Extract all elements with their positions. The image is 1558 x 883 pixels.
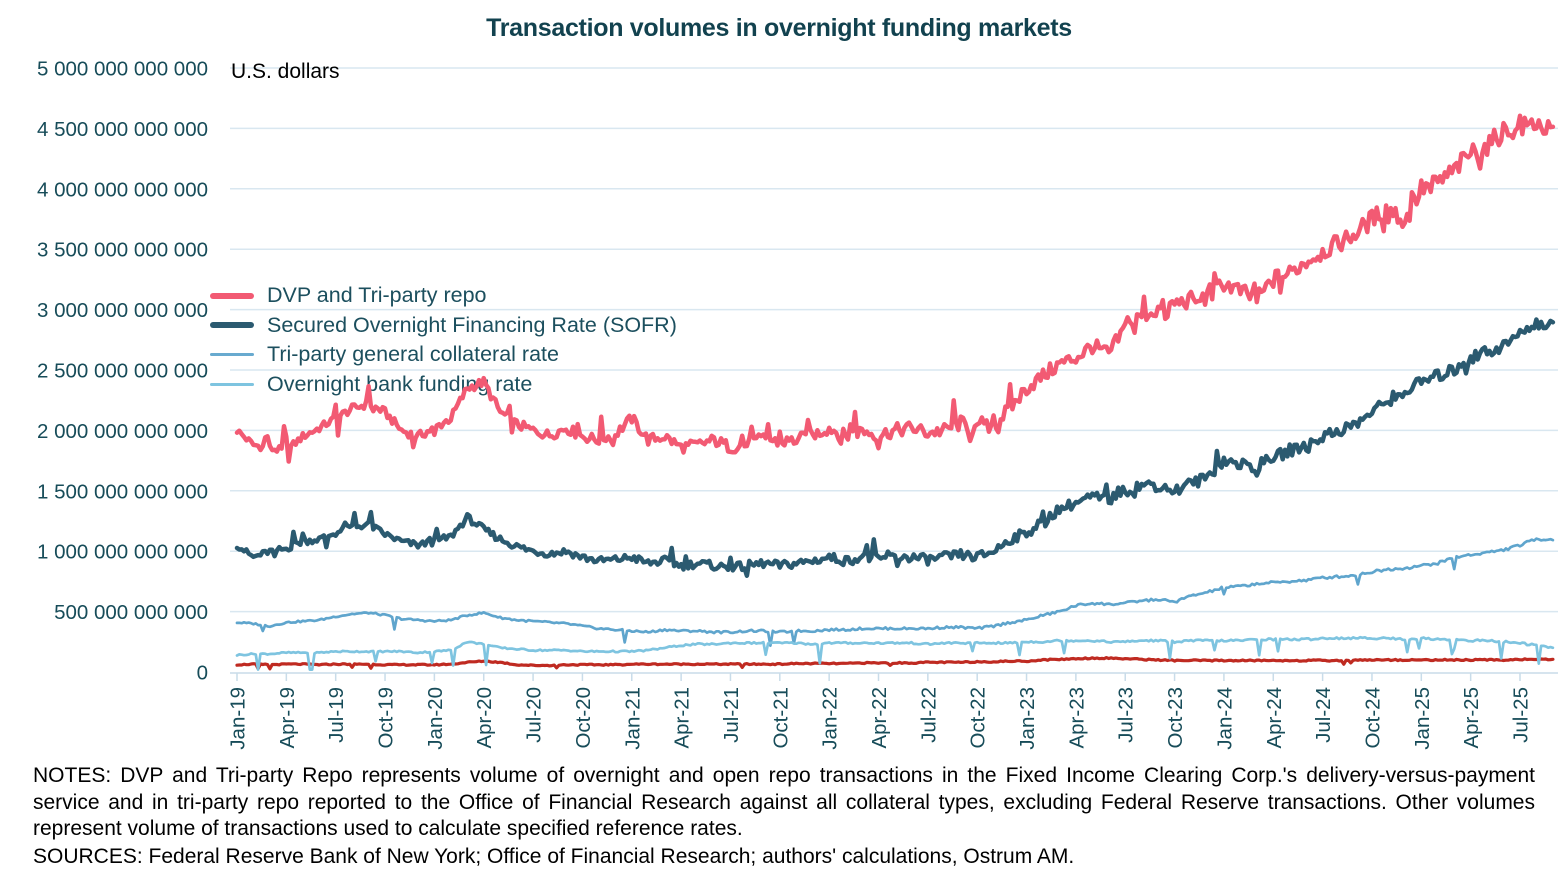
legend-item: DVP and Tri-party repo <box>210 281 677 311</box>
x-tick-label: Jul-20 <box>523 687 546 743</box>
x-tick-label: Oct-22 <box>967 687 990 749</box>
legend-swatch <box>210 292 254 299</box>
legend-label: Tri-party general collateral rate <box>267 342 559 367</box>
x-tick-label: Oct-24 <box>1361 687 1384 749</box>
x-tick-label: Apr-19 <box>276 687 299 749</box>
y-tick-label: 1 500 000 000 000 <box>37 480 208 503</box>
legend-item: Tri-party general collateral rate <box>210 340 677 370</box>
x-tick-label: Apr-20 <box>473 687 496 749</box>
x-tick-label: Jul-24 <box>1312 687 1335 743</box>
x-tick-label: Jul-22 <box>917 687 940 743</box>
x-tick-label: Jul-19 <box>325 687 348 743</box>
x-tick-label: Jan-24 <box>1213 687 1236 750</box>
y-tick-label: 3 000 000 000 000 <box>37 299 208 322</box>
y-tick-label: 3 500 000 000 000 <box>37 239 208 262</box>
x-tick-label: Apr-22 <box>868 687 891 749</box>
x-tick-label: Jul-21 <box>720 687 743 743</box>
x-tick-label: Jan-23 <box>1016 687 1039 750</box>
y-tick-label: 2 500 000 000 000 <box>37 360 208 383</box>
y-tick-label: 2 000 000 000 000 <box>37 420 208 443</box>
y-tick-label: 500 000 000 000 <box>54 601 208 624</box>
sources-text: SOURCES: Federal Reserve Bank of New Yor… <box>33 845 1075 868</box>
x-tick-label: Oct-19 <box>375 687 398 749</box>
y-axis-unit-label: U.S. dollars <box>231 60 340 83</box>
x-tick-label: Apr-23 <box>1065 687 1088 749</box>
legend-swatch <box>210 353 254 357</box>
y-tick-label: 0 <box>197 662 208 685</box>
x-tick-label: Jan-19 <box>227 687 250 750</box>
y-tick-label: 1 000 000 000 000 <box>37 541 208 564</box>
x-tick-label: Jul-25 <box>1509 687 1532 743</box>
y-tick-label: 4 500 000 000 000 <box>37 118 208 141</box>
notes-text: NOTES: DVP and Tri-party Repo represents… <box>33 764 1535 840</box>
series-line-4 <box>235 656 1555 671</box>
x-tick-label: Jan-25 <box>1411 687 1434 750</box>
x-tick-label: Oct-20 <box>572 687 595 749</box>
legend-label: DVP and Tri-party repo <box>267 283 487 308</box>
chart-title: Transaction volumes in overnight funding… <box>486 14 1072 42</box>
series-line-2 <box>235 537 1555 648</box>
legend-swatch <box>210 383 254 387</box>
y-tick-label: 5 000 000 000 000 <box>37 58 208 81</box>
y-tick-label: 4 000 000 000 000 <box>37 178 208 201</box>
legend-label: Secured Overnight Financing Rate (SOFR) <box>267 312 677 337</box>
x-tick-label: Apr-24 <box>1263 687 1286 749</box>
x-tick-label: Jul-23 <box>1115 687 1138 743</box>
x-tick-label: Jan-21 <box>621 687 644 750</box>
x-tick-label: Apr-21 <box>671 687 694 749</box>
legend-swatch <box>210 322 254 329</box>
legend-item: Secured Overnight Financing Rate (SOFR) <box>210 311 677 341</box>
series-line-3 <box>235 635 1555 671</box>
x-tick-label: Jan-20 <box>424 687 447 750</box>
x-tick-label: Apr-25 <box>1460 687 1483 749</box>
x-tick-label: Oct-21 <box>769 687 792 749</box>
x-tick-label: Oct-23 <box>1164 687 1187 749</box>
x-tick-label: Jan-22 <box>819 687 842 750</box>
legend-item: Overnight bank funding rate <box>210 370 677 400</box>
legend-label: Overnight bank funding rate <box>267 372 533 397</box>
legend: DVP and Tri-party repo Secured Overnight … <box>210 281 677 399</box>
